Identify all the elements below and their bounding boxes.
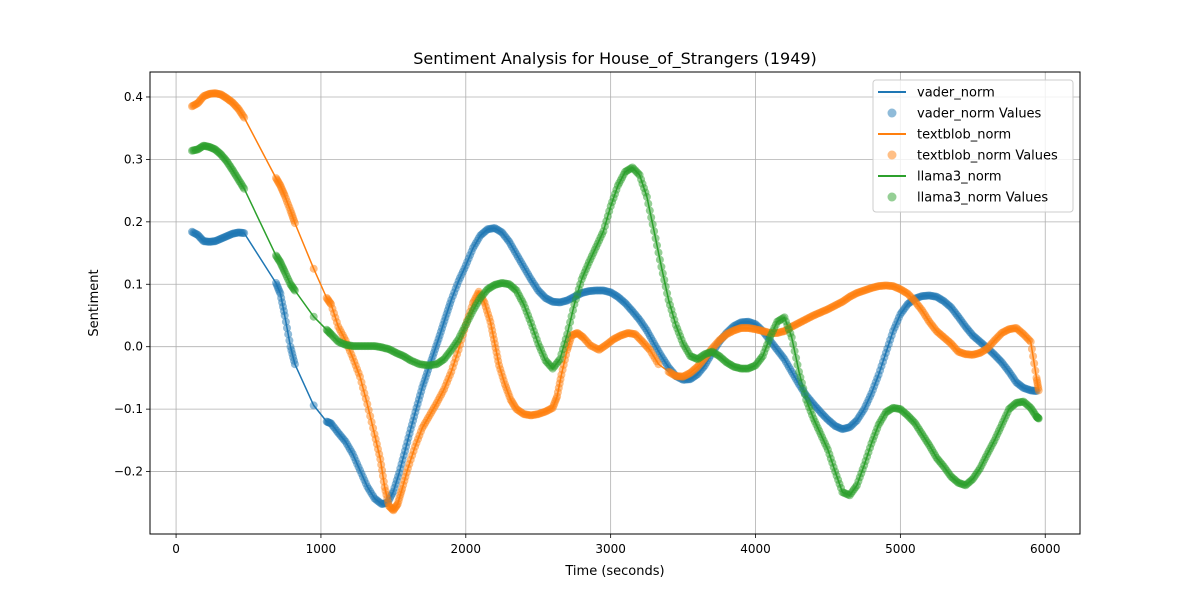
vader_norm-point xyxy=(281,317,290,326)
textblob_norm-point xyxy=(1026,337,1035,346)
y-tick-label: −0.2 xyxy=(114,465,143,479)
legend-marker-swatch xyxy=(887,192,897,202)
textblob_norm-point xyxy=(367,418,376,427)
llama3_norm-point xyxy=(569,306,577,315)
llama3_norm-point xyxy=(309,312,318,321)
vader_norm-point xyxy=(283,324,291,332)
textblob_norm-point xyxy=(364,406,373,415)
y-tick-label: 0.2 xyxy=(124,215,143,229)
llama3_norm-point xyxy=(648,220,657,229)
y-tick-label: −0.1 xyxy=(114,402,143,416)
x-tick-label: 3000 xyxy=(595,542,626,556)
llama3_norm-point xyxy=(787,333,796,342)
x-axis-label: Time (seconds) xyxy=(564,564,664,579)
legend-label: vader_norm Values xyxy=(917,107,1042,122)
chart-title: Sentiment Analysis for House_of_Stranger… xyxy=(413,49,817,69)
x-tick-label: 4000 xyxy=(740,542,771,556)
llama3_norm-point xyxy=(792,353,801,362)
llama3_norm-point xyxy=(789,340,798,349)
x-tick-label: 5000 xyxy=(885,542,916,556)
legend-label: textblob_norm xyxy=(917,128,1011,143)
legend-label: llama3_norm Values xyxy=(917,191,1048,206)
textblob_norm-point xyxy=(1030,359,1039,368)
legend-label: vader_norm xyxy=(917,86,995,101)
textblob_norm-point xyxy=(1031,366,1040,375)
legend-label: llama3_norm xyxy=(917,170,1002,185)
llama3_norm-point xyxy=(567,312,576,321)
vader_norm-point xyxy=(290,360,299,369)
legend-marker-swatch xyxy=(887,108,897,118)
llama3_norm-point xyxy=(663,289,672,298)
x-tick-label: 2000 xyxy=(451,542,482,556)
textblob_norm-point xyxy=(1027,345,1036,353)
axis-ticks: 0 1000 2000 3000 4000 5000 6000 −0.2 −0.1 0.0 0.1 0… xyxy=(114,90,1061,556)
llama3_norm-point xyxy=(657,262,666,271)
llama3_norm-point xyxy=(660,276,669,284)
textblob_norm-point xyxy=(240,113,249,122)
y-tick-label: 0.3 xyxy=(124,152,143,166)
vader_norm-point xyxy=(309,401,318,410)
vader_norm-point xyxy=(284,330,293,339)
llama3_norm-point xyxy=(790,347,799,356)
grid-lines xyxy=(150,72,1080,534)
y-tick-label: 0.0 xyxy=(124,340,143,354)
llama3_norm-point xyxy=(1034,414,1043,423)
textblob_norm-point xyxy=(1029,352,1038,361)
series-markers xyxy=(188,89,1043,515)
vader_norm-point xyxy=(240,229,249,238)
vader_norm-point xyxy=(280,311,289,320)
llama3_norm-point xyxy=(647,213,656,222)
y-tick-label: 0.4 xyxy=(124,90,143,104)
llama3_norm-point xyxy=(658,269,667,278)
y-axis-label: Sentiment xyxy=(87,269,102,336)
y-tick-label: 0.1 xyxy=(124,277,143,291)
x-tick-label: 0 xyxy=(172,542,180,556)
llama3_norm-point xyxy=(655,255,664,264)
llama3_norm-point xyxy=(654,248,663,257)
llama3_norm-point xyxy=(793,360,802,369)
x-tick-label: 6000 xyxy=(1030,542,1061,556)
llama3_norm-point xyxy=(566,318,575,327)
llama3_norm-point xyxy=(642,192,651,201)
llama3_norm-point xyxy=(564,324,573,333)
textblob_norm-point xyxy=(654,360,663,369)
llama3_norm-point xyxy=(650,227,659,236)
textblob_norm-point xyxy=(366,412,375,421)
series-layer xyxy=(188,89,1043,515)
textblob_norm-point xyxy=(290,219,299,228)
llama3_norm-point xyxy=(661,282,670,291)
llama3_norm-point xyxy=(644,199,653,208)
textblob_norm-point xyxy=(363,400,372,409)
legend-marker-swatch xyxy=(887,150,897,160)
llama3_norm-point xyxy=(651,234,660,243)
llama3_norm-point xyxy=(653,241,661,250)
llama3_norm-point xyxy=(290,286,299,295)
plot-frame xyxy=(149,71,1081,535)
llama3_norm-point xyxy=(563,330,572,339)
textblob_norm-point xyxy=(309,264,318,273)
llama3_norm-point xyxy=(645,206,654,215)
vader_norm-point xyxy=(285,336,294,345)
textblob_norm-point xyxy=(1034,386,1043,395)
legend-box xyxy=(872,79,1074,213)
x-tick-label: 1000 xyxy=(306,542,337,556)
llama3_norm-point xyxy=(240,184,249,193)
textblob_norm-point xyxy=(369,424,378,433)
legend-label: textblob_norm Values xyxy=(917,149,1058,164)
legend: vader_norm vader_norm Values textblob_norm… xyxy=(872,79,1074,213)
